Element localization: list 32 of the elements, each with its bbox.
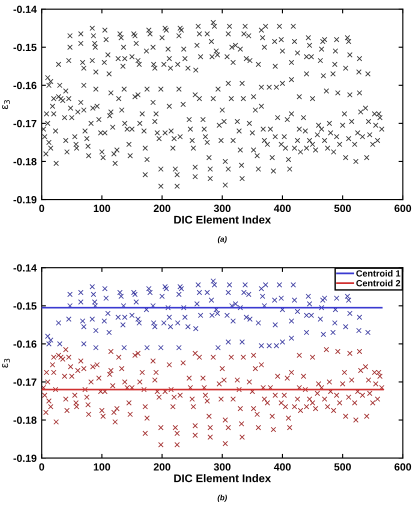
x-tick-label: 400 bbox=[274, 204, 291, 212]
x-tick-label: 600 bbox=[394, 463, 412, 471]
y-tick-label: -0.14 bbox=[14, 264, 37, 272]
y-tick-label: -0.16 bbox=[14, 82, 36, 90]
y-tick-label: -0.14 bbox=[14, 6, 37, 14]
y-tick-label: -0.17 bbox=[14, 378, 36, 386]
legend-label: Centroid 1 bbox=[356, 270, 400, 277]
y-tick-label: -0.15 bbox=[14, 44, 37, 52]
x-tick-label: 200 bbox=[154, 463, 170, 471]
x-tick-label: 500 bbox=[334, 463, 351, 471]
y-tick-label: -0.17 bbox=[14, 120, 36, 128]
x-tick-label: 300 bbox=[214, 463, 231, 471]
x-tick-label: 200 bbox=[154, 204, 170, 212]
y-tick-label: -0.18 bbox=[14, 416, 37, 424]
y-tick-label: -0.15 bbox=[14, 302, 37, 310]
x-tick-label: 100 bbox=[94, 463, 110, 471]
y-tick-label: -0.19 bbox=[14, 454, 36, 462]
y-tick-label: -0.16 bbox=[14, 340, 36, 348]
x-tick-label: 600 bbox=[394, 204, 412, 212]
x-axis-title: DIC Element Index bbox=[174, 474, 271, 482]
y-tick-label: -0.18 bbox=[14, 158, 37, 166]
x-axis-title: DIC Element Index bbox=[174, 215, 271, 224]
x-tick-label: 400 bbox=[274, 463, 291, 471]
x-tick-label: 0 bbox=[39, 204, 44, 212]
y-axis-title: ε$_{3}$ bbox=[2, 100, 10, 110]
x-tick-label: 300 bbox=[214, 204, 231, 212]
x-tick-label: 0 bbox=[39, 463, 44, 471]
y-axis-title: ε$_{3}$ bbox=[2, 358, 10, 368]
x-tick-label: 100 bbox=[94, 204, 110, 212]
y-tick-label: -0.19 bbox=[14, 196, 36, 204]
legend-label: Centroid 2 bbox=[356, 280, 400, 286]
x-tick-label: 500 bbox=[334, 204, 351, 212]
